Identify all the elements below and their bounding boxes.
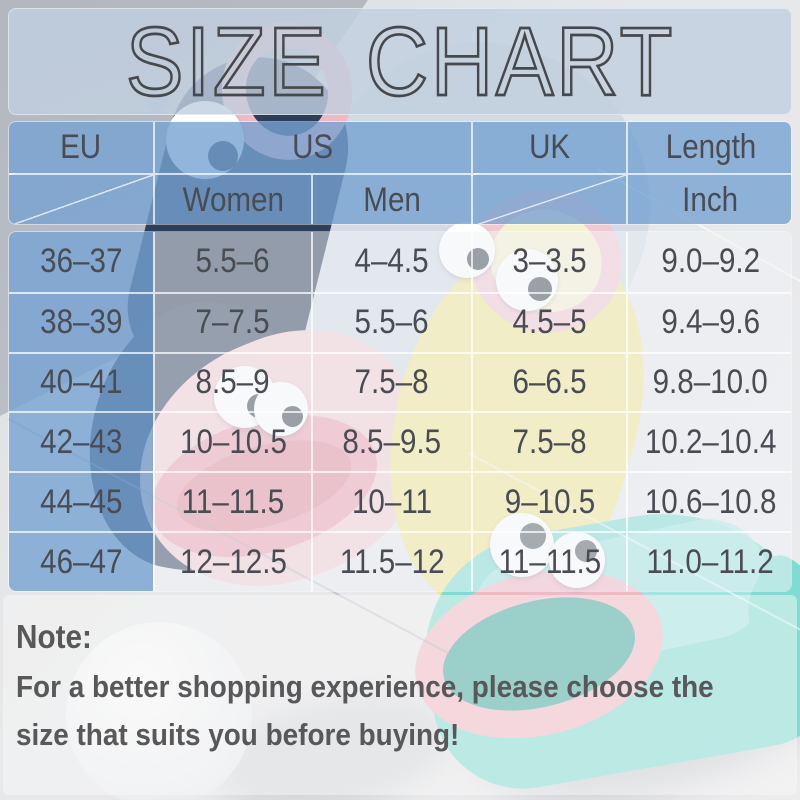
table-cell: 38–39 (9, 291, 153, 352)
header-cell-men: Men (311, 173, 471, 224)
note-background-panel (3, 595, 797, 795)
cell-text: 7.5–8 (354, 363, 430, 402)
size-table-header: EU US UK Length Women Men Inch (8, 121, 792, 225)
page-title: SIZE CHART (124, 7, 675, 116)
note-line: size that suits you before buying! (16, 717, 460, 752)
table-cell: 11–11.5 (153, 471, 311, 532)
table-cell: 10–11 (311, 471, 471, 532)
table-cell: 5.5–6 (153, 232, 311, 292)
table-cell: 36–37 (9, 232, 153, 292)
header-cell-eu: EU (9, 122, 153, 173)
cell-text: 38–39 (39, 303, 123, 342)
table-cell: 5.5–6 (311, 291, 471, 352)
table-cell: 10.6–10.8 (626, 471, 791, 532)
cell-text: 8.5–9 (195, 363, 271, 402)
table-cell: 3–3.5 (471, 232, 626, 292)
table-cell: 42–43 (9, 411, 153, 472)
cell-text: 8.5–9.5 (342, 422, 442, 461)
cell-text: 7–7.5 (195, 303, 271, 342)
table-cell: 4.5–5 (471, 291, 626, 352)
cell-text: 11.5–12 (339, 542, 445, 581)
table-cell: 9.4–9.6 (626, 291, 791, 352)
header-cell-empty-uk (471, 173, 626, 224)
table-cell: 11.0–11.2 (626, 531, 791, 591)
table-cell: 6–6.5 (471, 351, 626, 412)
table-cell: 8.5–9.5 (311, 411, 471, 472)
note-label: Note: (16, 618, 92, 655)
cell-text: 4–4.5 (354, 242, 430, 281)
cell-text: 5.5–6 (354, 303, 430, 342)
cell-text: 11.0–11.2 (646, 542, 775, 581)
cell-text: 11–11.5 (498, 542, 601, 581)
header-text: US (292, 128, 334, 166)
cell-text: 5.5–6 (195, 242, 271, 281)
cell-text: 36–37 (39, 242, 123, 281)
cell-text: 9.4–9.6 (661, 303, 760, 342)
table-cell: 11–11.5 (471, 531, 626, 591)
header-text: Length (665, 128, 756, 166)
cell-text: 11–11.5 (181, 482, 285, 521)
cell-text: 10.2–10.4 (644, 422, 777, 461)
table-cell: 44–45 (9, 471, 153, 532)
cell-text: 12–12.5 (179, 542, 287, 581)
cell-text: 4.5–5 (512, 303, 587, 342)
header-text: Women (182, 181, 284, 219)
size-table-body: 36–37 5.5–6 4–4.5 3–3.5 9.0–9.2 38–39 7–… (8, 231, 792, 592)
cell-text: 42–43 (39, 422, 123, 461)
header-cell-us: US (153, 122, 471, 173)
header-text: Inch (682, 181, 739, 219)
cell-text: 10.6–10.8 (644, 482, 777, 521)
title-panel: SIZE CHART (8, 8, 792, 115)
header-cell-uk: UK (471, 122, 626, 173)
table-cell: 9.8–10.0 (626, 351, 791, 412)
table-cell: 11.5–12 (311, 531, 471, 591)
table-cell: 8.5–9 (153, 351, 311, 412)
table-cell: 10.2–10.4 (626, 411, 791, 472)
note-line: For a better shopping experience, please… (16, 669, 714, 704)
header-text: EU (60, 128, 102, 166)
cell-text: 9–10.5 (504, 482, 595, 521)
header-cell-empty-eu (9, 173, 153, 224)
table-cell: 7.5–8 (311, 351, 471, 412)
cell-text: 46–47 (39, 542, 123, 581)
table-cell: 9–10.5 (471, 471, 626, 532)
table-cell: 10–10.5 (153, 411, 311, 472)
header-cell-women: Women (153, 173, 311, 224)
table-cell: 7–7.5 (153, 291, 311, 352)
header-cell-inch: Inch (626, 173, 791, 224)
cell-text: 40–41 (39, 363, 123, 402)
cell-text: 10–11 (351, 482, 433, 521)
cell-text: 10–10.5 (179, 422, 287, 461)
cell-text: 44–45 (39, 482, 123, 521)
cell-text: 3–3.5 (512, 242, 587, 281)
table-cell: 40–41 (9, 351, 153, 412)
header-text: Men (363, 181, 421, 219)
cell-text: 9.0–9.2 (661, 242, 760, 281)
table-cell: 4–4.5 (311, 232, 471, 292)
header-cell-length: Length (626, 122, 791, 173)
cell-text: 7.5–8 (512, 422, 587, 461)
table-cell: 46–47 (9, 531, 153, 591)
cell-text: 6–6.5 (512, 363, 587, 402)
table-cell: 7.5–8 (471, 411, 626, 472)
table-cell: 12–12.5 (153, 531, 311, 591)
table-cell: 9.0–9.2 (626, 232, 791, 292)
header-text: UK (528, 128, 571, 166)
cell-text: 9.8–10.0 (652, 363, 769, 402)
